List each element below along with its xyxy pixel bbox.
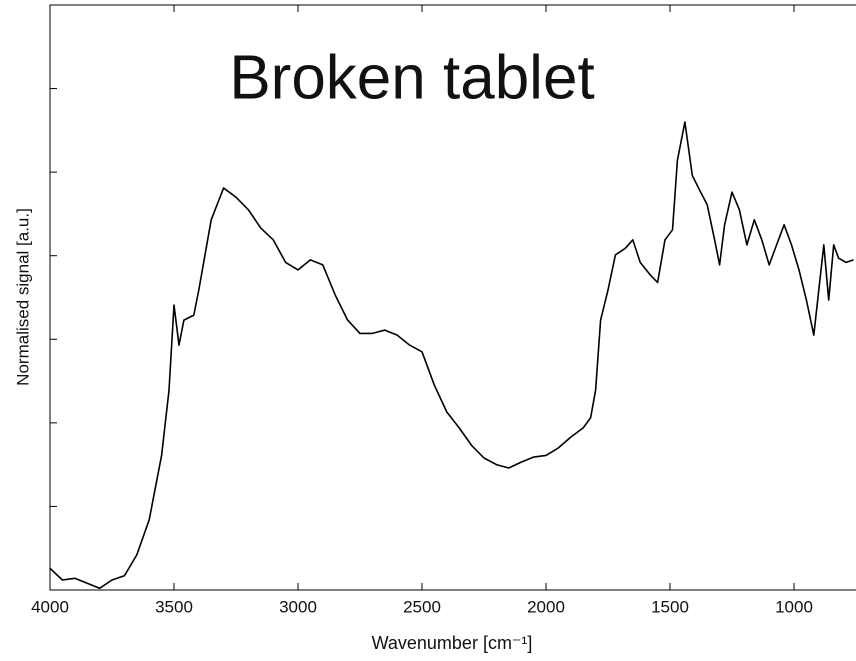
x-axis-label: Wavenumber [cm⁻¹] [372,633,533,653]
annotation: Broken tablet [229,43,594,112]
x-tick-label: 3500 [155,597,193,616]
x-tick-label: 4000 [31,597,69,616]
x-tick-label: 3000 [279,597,317,616]
y-axis-label: Normalised signal [a.u.] [13,208,32,386]
x-tick-label: 2000 [527,597,565,616]
x-tick-label: 1500 [651,597,689,616]
line-series [49,121,854,590]
plot-frame [49,4,856,591]
x-tick-label: 1000 [775,597,813,616]
x-tick-label: 2500 [403,597,441,616]
